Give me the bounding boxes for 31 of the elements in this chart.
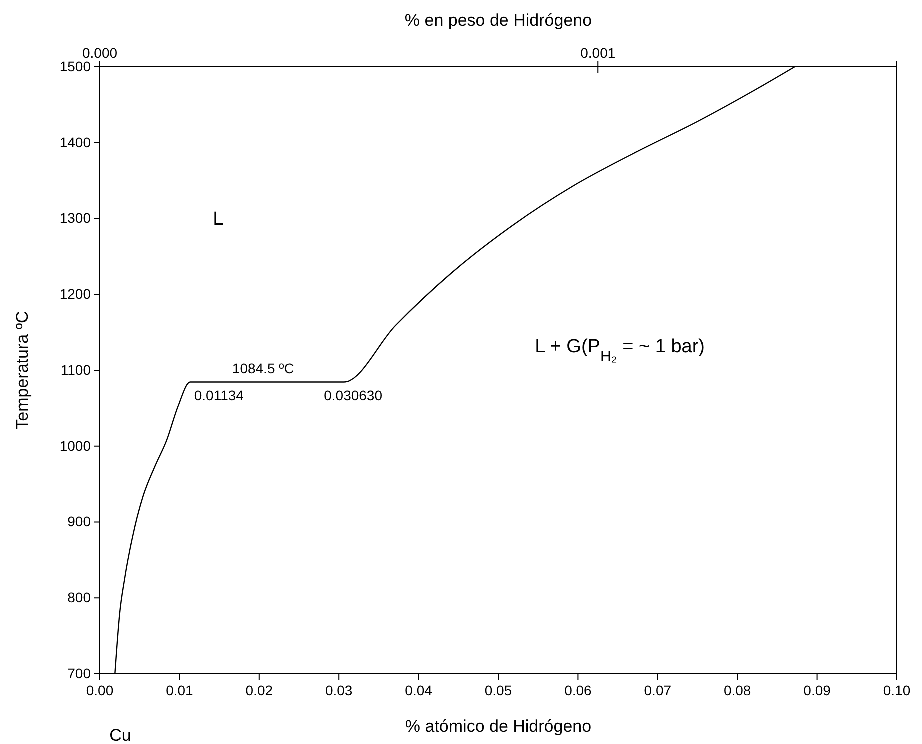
y-axis-title: Temperatura ºC xyxy=(13,311,32,430)
annotation: 0.01134 xyxy=(194,387,244,404)
x-tick-label: 0.01 xyxy=(166,682,194,699)
y-tick-label: 1300 xyxy=(60,210,92,226)
x2-tick-label: 0.001 xyxy=(580,45,616,61)
x-tick-label: 0.00 xyxy=(86,682,114,699)
x-tick-label: 0.04 xyxy=(405,682,433,699)
y-tick-label: 800 xyxy=(68,590,92,606)
x-tick-label: 0.03 xyxy=(325,682,353,699)
x-tick-label: 0.10 xyxy=(883,682,911,699)
y-tick-label: 1000 xyxy=(60,438,92,454)
x-tick-label: 0.06 xyxy=(564,682,592,699)
annotation: 0.030630 xyxy=(324,387,383,404)
x2-tick-label: 0.000 xyxy=(82,45,118,61)
y-tick-label: 1500 xyxy=(60,58,92,74)
x-tick-label: 0.07 xyxy=(644,682,672,699)
x-tick-label: 0.05 xyxy=(484,682,512,699)
annotation: L + G(P$_{H₂}$ = ~ 1 bar) xyxy=(535,336,705,365)
x-tick-label: 0.02 xyxy=(246,682,274,699)
y-tick-label: 900 xyxy=(68,514,92,530)
x2-axis-title: % en peso de Hidrógeno xyxy=(404,11,592,30)
y-tick-label: 1100 xyxy=(60,362,92,378)
annotation: L xyxy=(213,208,224,230)
x-tick-label: 0.09 xyxy=(804,682,832,699)
x-tick-label: 0.08 xyxy=(724,682,752,699)
annotation: 1084.5 ºC xyxy=(232,360,294,376)
y-tick-label: 1200 xyxy=(60,286,92,302)
y-tick-label: 1400 xyxy=(60,134,92,150)
annotation: Cu xyxy=(110,726,132,744)
x-axis-title: % atómico de Hidrógeno xyxy=(405,717,592,736)
y-tick-label: 700 xyxy=(68,665,92,682)
